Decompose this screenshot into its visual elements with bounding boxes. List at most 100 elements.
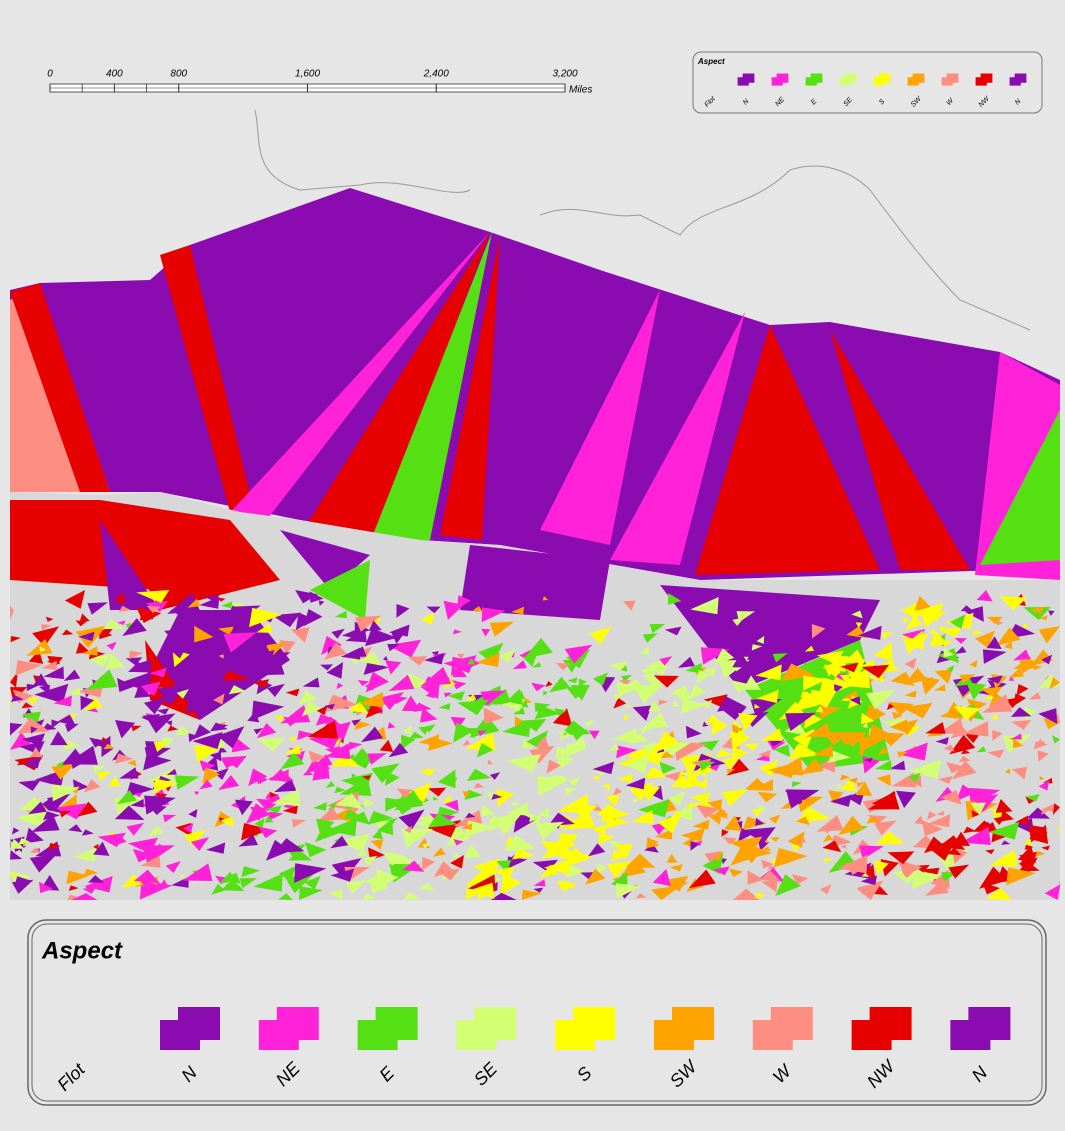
small-legend-label: E bbox=[810, 98, 818, 106]
terrain-facet bbox=[422, 843, 431, 849]
terrain-facet bbox=[1018, 857, 1038, 873]
terrain-facet bbox=[675, 882, 689, 890]
terrain-facet bbox=[897, 719, 919, 736]
terrain-facet bbox=[680, 828, 706, 842]
terrain-facet bbox=[920, 611, 947, 628]
terrain-facet bbox=[760, 870, 781, 881]
terrain-facet bbox=[351, 773, 357, 778]
terrain-facet bbox=[815, 705, 824, 713]
terrain-facet bbox=[462, 790, 471, 799]
terrain-facet bbox=[892, 871, 920, 884]
terrain-facet bbox=[131, 725, 142, 732]
terrain-facet bbox=[59, 810, 71, 818]
terrain-facet bbox=[326, 662, 344, 679]
terrain-facet bbox=[976, 746, 987, 753]
terrain-facet bbox=[114, 805, 145, 820]
terrain-facet bbox=[533, 817, 540, 824]
terrain-facet bbox=[113, 592, 126, 604]
terrain-facet bbox=[891, 711, 903, 720]
terrain-facet bbox=[11, 879, 34, 894]
terrain-facet bbox=[491, 812, 523, 835]
terrain-facet bbox=[800, 691, 812, 698]
terrain-facet bbox=[897, 742, 928, 761]
terrain-facet bbox=[282, 805, 299, 815]
terrain-facet bbox=[963, 826, 976, 834]
terrain-facet bbox=[320, 664, 333, 671]
terrain-facet bbox=[66, 870, 90, 885]
terrain-facet bbox=[97, 771, 112, 781]
terrain-facet bbox=[117, 678, 136, 693]
terrain-facet bbox=[755, 664, 782, 681]
terrain-facet bbox=[43, 666, 64, 680]
terrain-facet bbox=[926, 676, 936, 683]
terrain-facet bbox=[93, 843, 99, 850]
terrain-facet bbox=[363, 660, 389, 675]
terrain-facet bbox=[228, 685, 247, 695]
terrain-facet bbox=[182, 863, 213, 881]
map-region bbox=[830, 330, 970, 570]
terrain-facet bbox=[1029, 606, 1045, 615]
terrain-facet bbox=[951, 760, 977, 780]
terrain-facet bbox=[146, 713, 176, 734]
terrain-facet bbox=[934, 684, 946, 692]
terrain-facet bbox=[819, 884, 832, 895]
terrain-facet bbox=[533, 879, 546, 887]
terrain-facet bbox=[403, 725, 413, 735]
terrain-facet bbox=[330, 835, 349, 849]
terrain-facet bbox=[32, 626, 60, 647]
terrain-facet bbox=[1039, 775, 1045, 781]
terrain-facet bbox=[129, 650, 144, 660]
terrain-facet bbox=[68, 885, 79, 891]
terrain-facet bbox=[791, 874, 809, 885]
terrain-facet bbox=[473, 782, 485, 789]
terrain-facet bbox=[292, 857, 301, 861]
terrain-facet bbox=[461, 823, 472, 830]
terrain-facet bbox=[254, 818, 265, 829]
terrain-facet bbox=[257, 737, 285, 752]
legend-swatch bbox=[851, 1007, 912, 1050]
terrain-facet bbox=[543, 690, 548, 696]
terrain-facet bbox=[950, 724, 969, 739]
terrain-facet bbox=[708, 765, 720, 772]
terrain-facet bbox=[132, 848, 154, 863]
terrain-facet bbox=[702, 721, 709, 727]
terrain-facet bbox=[688, 684, 706, 700]
terrain-facet bbox=[667, 593, 682, 605]
terrain-facet bbox=[178, 873, 186, 879]
terrain-facet bbox=[275, 715, 284, 723]
terrain-facet bbox=[639, 751, 665, 766]
terrain-facet bbox=[1013, 649, 1031, 661]
terrain-facet bbox=[269, 791, 278, 798]
terrain-facet bbox=[896, 790, 916, 809]
terrain-facet bbox=[271, 612, 301, 628]
terrain-facet bbox=[140, 855, 161, 868]
terrain-facet bbox=[396, 788, 415, 799]
terrain-facet bbox=[202, 767, 220, 785]
legend-swatch bbox=[950, 1007, 1011, 1050]
terrain-facet bbox=[371, 763, 400, 784]
terrain-facet bbox=[146, 605, 161, 613]
terrain-facet bbox=[904, 690, 917, 698]
terrain-facet bbox=[608, 743, 620, 751]
terrain-facet bbox=[592, 672, 609, 686]
terrain-facet bbox=[876, 831, 905, 845]
terrain-facet bbox=[775, 874, 802, 897]
terrain-facet bbox=[407, 656, 428, 666]
terrain-facet bbox=[648, 700, 662, 712]
terrain-facet bbox=[861, 712, 875, 725]
terrain-facet bbox=[713, 648, 735, 665]
terrain-facet bbox=[315, 713, 338, 726]
terrain-facet bbox=[358, 692, 384, 708]
terrain-facet bbox=[855, 781, 873, 797]
terrain-facet bbox=[368, 620, 382, 631]
map-region bbox=[100, 500, 280, 610]
terrain-facet bbox=[890, 671, 915, 686]
terrain-facet bbox=[711, 718, 729, 736]
terrain-facet bbox=[367, 753, 387, 765]
legend-title: Aspect bbox=[41, 937, 123, 964]
terrain-facet bbox=[816, 650, 844, 665]
terrain-facet bbox=[750, 699, 782, 718]
map-region bbox=[695, 325, 880, 575]
terrain-facet bbox=[253, 873, 283, 892]
terrain-facet bbox=[306, 759, 331, 773]
